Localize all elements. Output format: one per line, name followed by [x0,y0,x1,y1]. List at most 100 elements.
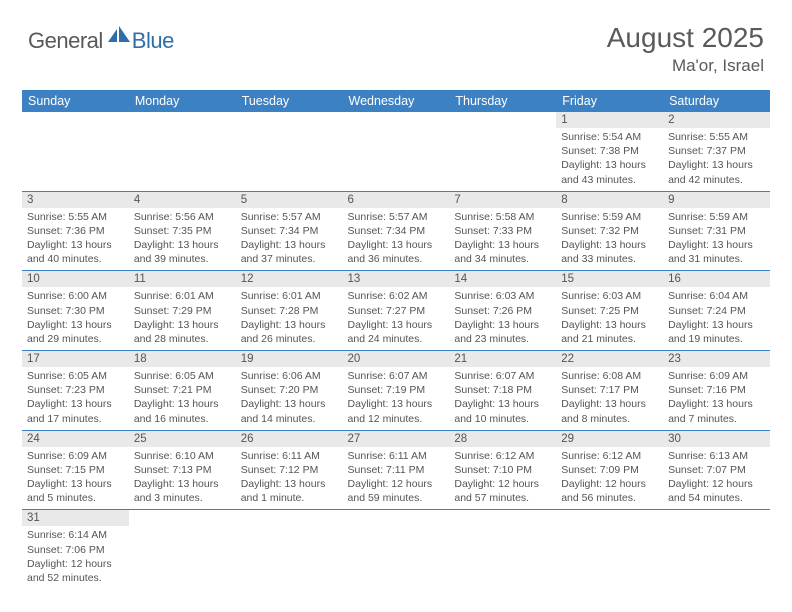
daylight-line: Daylight: 13 hours and 33 minutes. [561,238,658,266]
calendar-cell: 9Sunrise: 5:59 AMSunset: 7:31 PMDaylight… [663,191,770,271]
calendar-cell: 13Sunrise: 6:02 AMSunset: 7:27 PMDayligh… [343,271,450,351]
sunset-line: Sunset: 7:29 PM [134,304,231,318]
sunset-line: Sunset: 7:07 PM [668,463,765,477]
calendar-cell: 26 Sunrise: 6:11 AMSunset: 7:12 PMDayligh… [236,430,343,510]
calendar-cell [449,510,556,589]
day-number: 19 [236,351,343,367]
sunrise-line: Sunrise: 6:11 AM [241,449,338,463]
sunrise-line: Sunrise: 5:55 AM [668,130,765,144]
sunrise-line: Sunrise: 6:11 AM [348,449,445,463]
sunset-line: Sunset: 7:32 PM [561,224,658,238]
sunrise-line: Sunrise: 6:07 AM [454,369,551,383]
sunrise-line: Sunrise: 6:00 AM [27,289,124,303]
sunset-line: Sunset: 7:25 PM [561,304,658,318]
daylight-line: Daylight: 13 hours and 19 minutes. [668,318,765,346]
calendar-cell [129,112,236,191]
calendar-cell: 24Sunrise: 6:09 AMSunset: 7:15 PMDayligh… [22,430,129,510]
day-details: Sunrise: 6:07 AMSunset: 7:18 PMDaylight:… [449,367,556,430]
calendar-cell: 27 Sunrise: 6:11 AMSunset: 7:11 PMDayligh… [343,430,450,510]
sunrise-line: Sunrise: 5:54 AM [561,130,658,144]
day-header: Sunday [22,90,129,112]
daylight-line: Daylight: 12 hours and 59 minutes. [348,477,445,505]
day-number: 2 [663,112,770,128]
sunrise-line: Sunrise: 5:58 AM [454,210,551,224]
calendar-row: 3Sunrise: 5:55 AMSunset: 7:36 PMDaylight… [22,191,770,271]
sunset-line: Sunset: 7:12 PM [241,463,338,477]
calendar-cell: 11Sunrise: 6:01 AMSunset: 7:29 PMDayligh… [129,271,236,351]
day-details: Sunrise: 5:57 AMSunset: 7:34 PMDaylight:… [343,208,450,271]
sunrise-line: Sunrise: 6:13 AM [668,449,765,463]
day-details: Sunrise: 6:13 AMSunset: 7:07 PMDaylight:… [663,447,770,510]
calendar-cell: 22Sunrise: 6:08 AMSunset: 7:17 PMDayligh… [556,351,663,431]
daylight-line: Daylight: 13 hours and 39 minutes. [134,238,231,266]
day-number: 25 [129,431,236,447]
calendar-cell: 3Sunrise: 5:55 AMSunset: 7:36 PMDaylight… [22,191,129,271]
daylight-line: Daylight: 13 hours and 16 minutes. [134,397,231,425]
day-number: 26 [236,431,343,447]
day-number: 11 [129,271,236,287]
sunset-line: Sunset: 7:15 PM [27,463,124,477]
day-number: 12 [236,271,343,287]
daylight-line: Daylight: 13 hours and 10 minutes. [454,397,551,425]
calendar-cell: 15Sunrise: 6:03 AMSunset: 7:25 PMDayligh… [556,271,663,351]
day-header: Wednesday [343,90,450,112]
day-details: Sunrise: 6:04 AMSunset: 7:24 PMDaylight:… [663,287,770,350]
sunset-line: Sunset: 7:09 PM [561,463,658,477]
day-details: Sunrise: 5:54 AMSunset: 7:38 PMDaylight:… [556,128,663,191]
day-number: 27 [343,431,450,447]
daylight-line: Daylight: 13 hours and 31 minutes. [668,238,765,266]
day-number: 29 [556,431,663,447]
daylight-line: Daylight: 13 hours and 3 minutes. [134,477,231,505]
location: Ma'or, Israel [607,56,764,76]
logo: General Blue [28,26,174,55]
daylight-line: Daylight: 12 hours and 54 minutes. [668,477,765,505]
day-number: 23 [663,351,770,367]
daylight-line: Daylight: 13 hours and 8 minutes. [561,397,658,425]
daylight-line: Daylight: 13 hours and 1 minute. [241,477,338,505]
daylight-line: Daylight: 13 hours and 12 minutes. [348,397,445,425]
calendar-row: 17Sunrise: 6:05 AMSunset: 7:23 PMDayligh… [22,351,770,431]
sunset-line: Sunset: 7:13 PM [134,463,231,477]
sunset-line: Sunset: 7:31 PM [668,224,765,238]
calendar-cell [556,510,663,589]
sunrise-line: Sunrise: 6:01 AM [134,289,231,303]
sunrise-line: Sunrise: 6:03 AM [561,289,658,303]
day-details: Sunrise: 5:56 AMSunset: 7:35 PMDaylight:… [129,208,236,271]
sunset-line: Sunset: 7:28 PM [241,304,338,318]
sunrise-line: Sunrise: 6:05 AM [27,369,124,383]
calendar-cell: 21Sunrise: 6:07 AMSunset: 7:18 PMDayligh… [449,351,556,431]
calendar-cell [129,510,236,589]
sunset-line: Sunset: 7:11 PM [348,463,445,477]
daylight-line: Daylight: 13 hours and 34 minutes. [454,238,551,266]
sunrise-line: Sunrise: 6:08 AM [561,369,658,383]
day-details: Sunrise: 6:12 AMSunset: 7:09 PMDaylight:… [556,447,663,510]
day-number: 8 [556,192,663,208]
sunrise-line: Sunrise: 6:14 AM [27,528,124,542]
calendar-cell: 1Sunrise: 5:54 AMSunset: 7:38 PMDaylight… [556,112,663,191]
calendar-cell [236,112,343,191]
sunrise-line: Sunrise: 6:10 AM [134,449,231,463]
sunset-line: Sunset: 7:20 PM [241,383,338,397]
sunrise-line: Sunrise: 5:59 AM [668,210,765,224]
sunrise-line: Sunrise: 6:01 AM [241,289,338,303]
calendar-cell [663,510,770,589]
sunset-line: Sunset: 7:24 PM [668,304,765,318]
sunset-line: Sunset: 7:35 PM [134,224,231,238]
day-details: Sunrise: 6:08 AMSunset: 7:17 PMDaylight:… [556,367,663,430]
daylight-line: Daylight: 12 hours and 52 minutes. [27,557,124,585]
sunset-line: Sunset: 7:17 PM [561,383,658,397]
sunrise-line: Sunrise: 6:07 AM [348,369,445,383]
calendar-cell: 18Sunrise: 6:05 AMSunset: 7:21 PMDayligh… [129,351,236,431]
sunrise-line: Sunrise: 5:57 AM [241,210,338,224]
sunset-line: Sunset: 7:37 PM [668,144,765,158]
sunset-line: Sunset: 7:27 PM [348,304,445,318]
calendar-cell: 30Sunrise: 6:13 AMSunset: 7:07 PMDayligh… [663,430,770,510]
sunset-line: Sunset: 7:34 PM [348,224,445,238]
calendar-cell: 6Sunrise: 5:57 AMSunset: 7:34 PMDaylight… [343,191,450,271]
sunset-line: Sunset: 7:36 PM [27,224,124,238]
sunrise-line: Sunrise: 5:59 AM [561,210,658,224]
calendar-cell: 17Sunrise: 6:05 AMSunset: 7:23 PMDayligh… [22,351,129,431]
day-number: 31 [22,510,129,526]
calendar-cell: 28Sunrise: 6:12 AMSunset: 7:10 PMDayligh… [449,430,556,510]
sunset-line: Sunset: 7:26 PM [454,304,551,318]
